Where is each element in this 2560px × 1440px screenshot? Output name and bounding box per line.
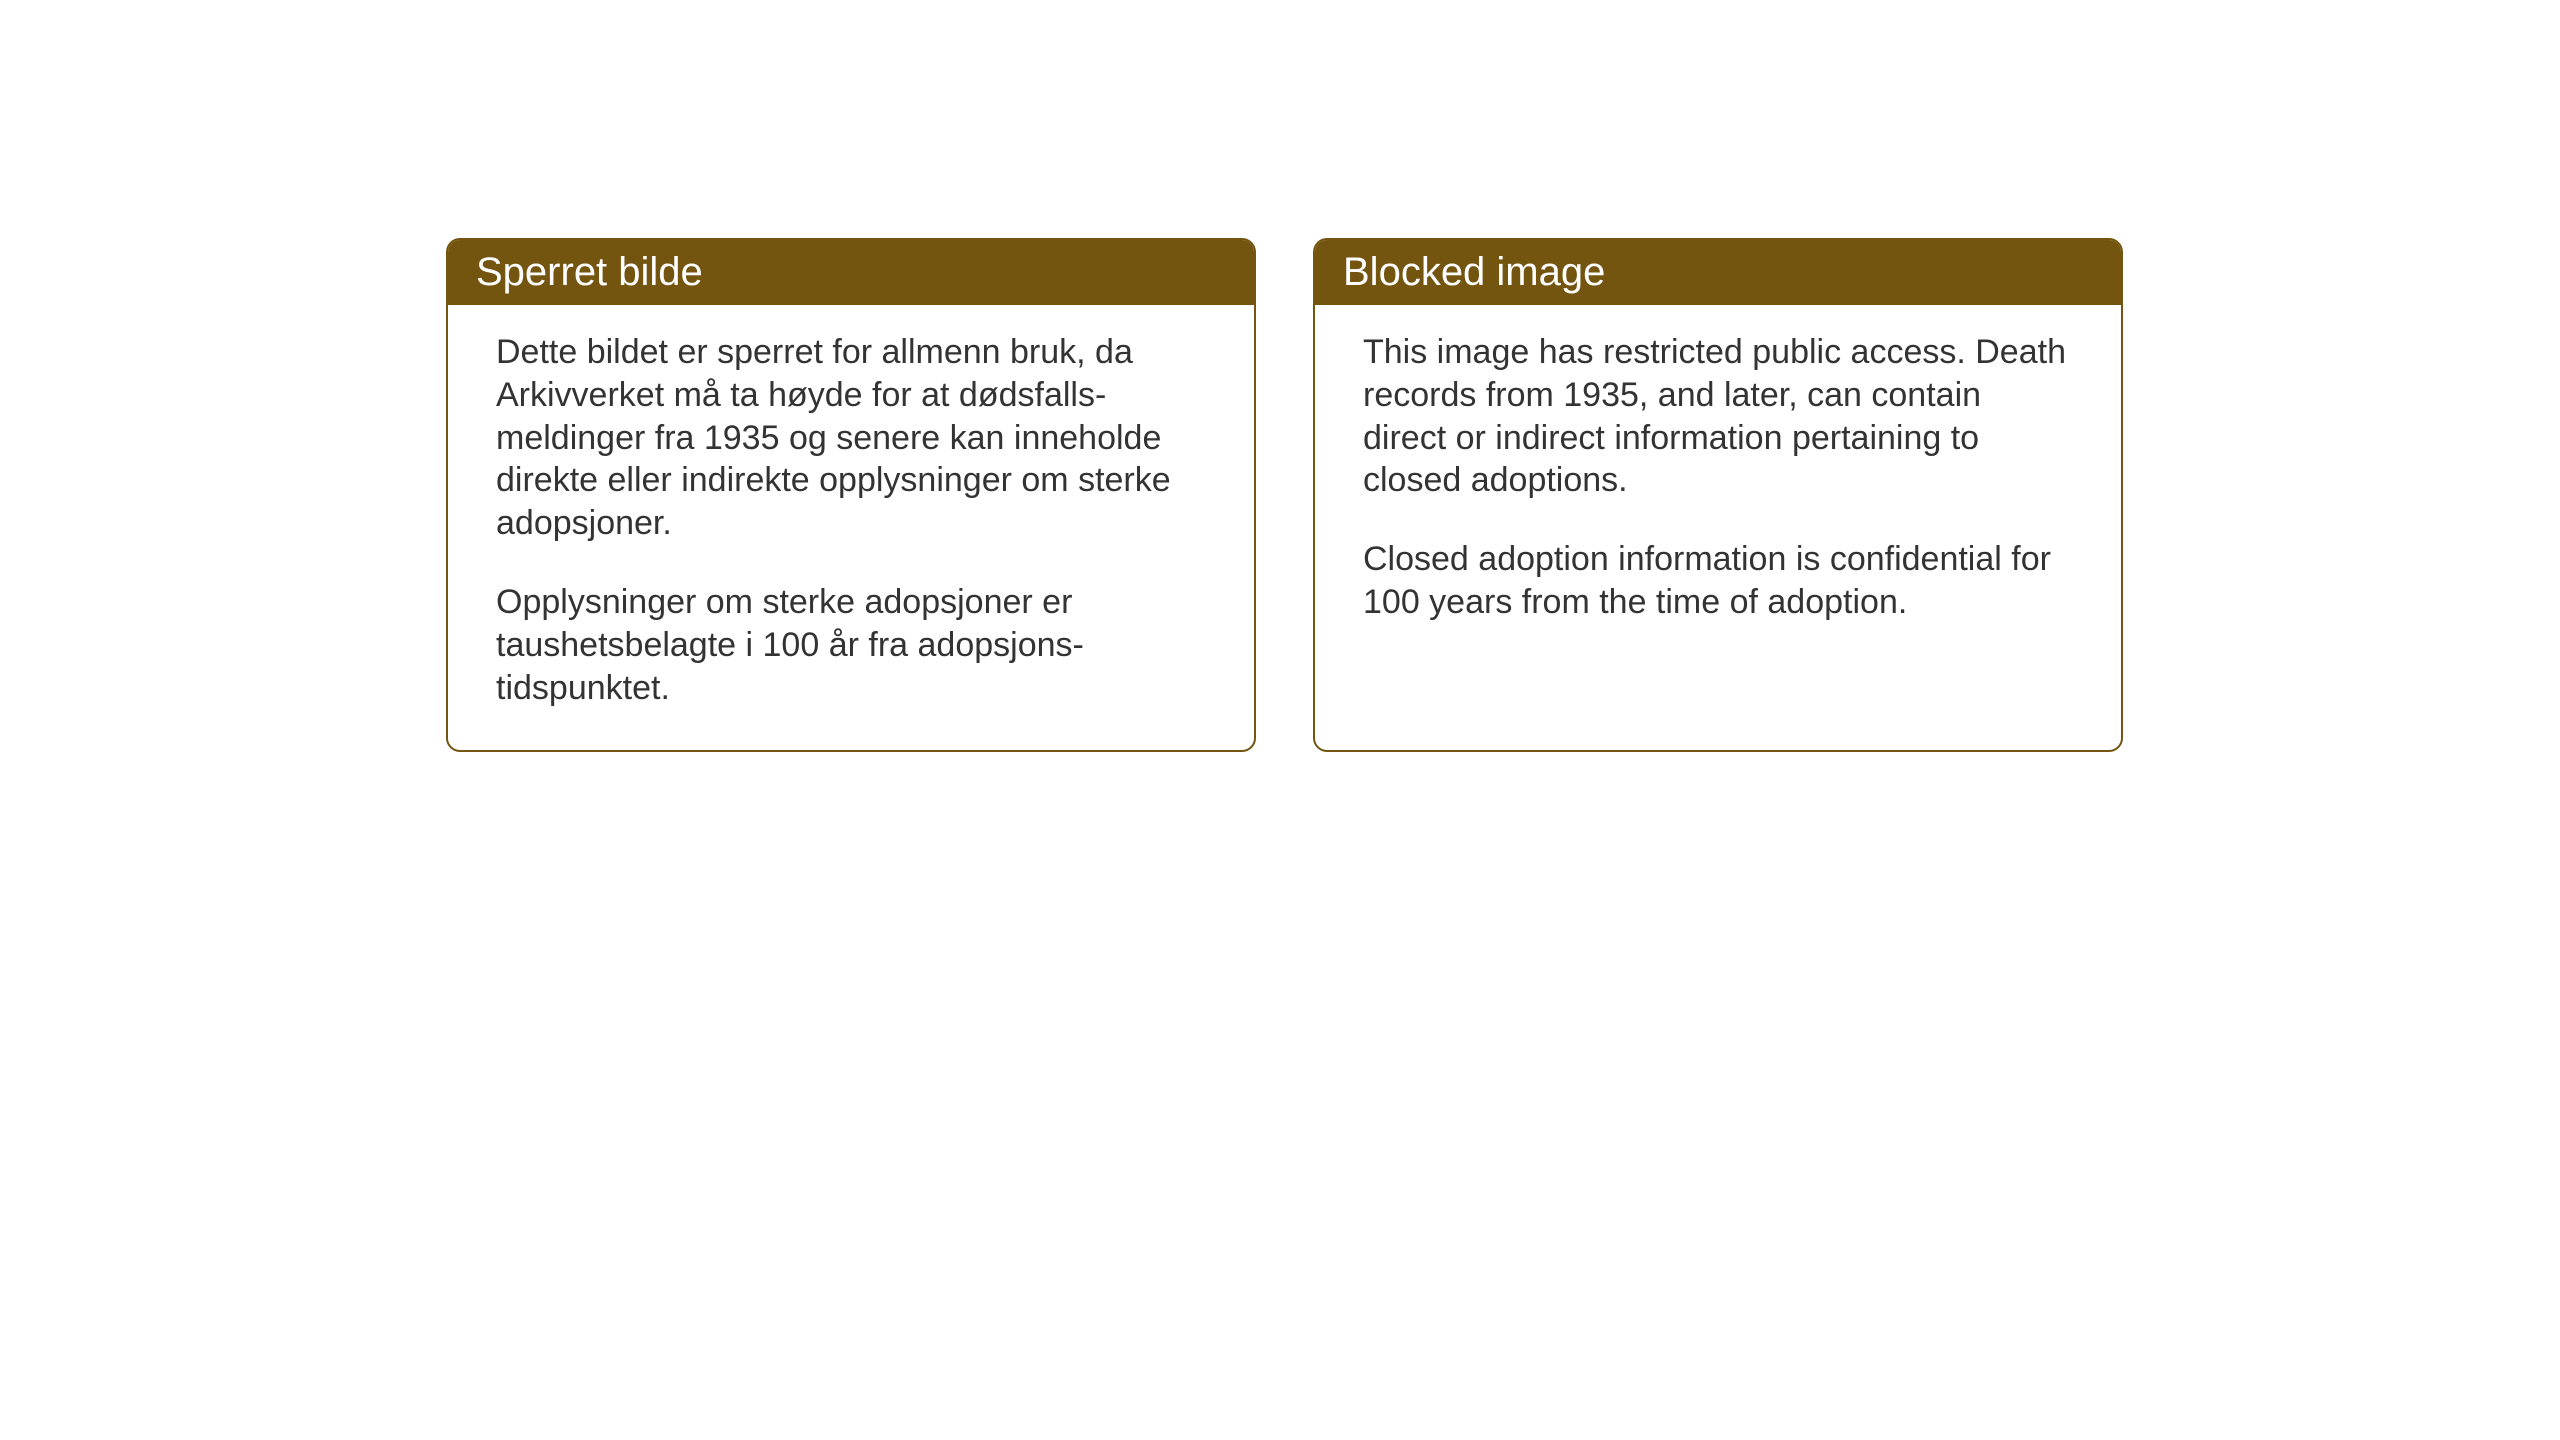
card-title-norwegian: Sperret bilde xyxy=(476,250,703,294)
notice-card-norwegian: Sperret bilde Dette bildet er sperret fo… xyxy=(446,238,1256,752)
card-paragraph2-english: Closed adoption information is confident… xyxy=(1363,538,2073,624)
card-paragraph1-english: This image has restricted public access.… xyxy=(1363,331,2073,502)
card-paragraph2-norwegian: Opplysninger om sterke adopsjoner er tau… xyxy=(496,581,1206,709)
notice-card-english: Blocked image This image has restricted … xyxy=(1313,238,2123,752)
notice-container: Sperret bilde Dette bildet er sperret fo… xyxy=(446,238,2123,752)
card-body-norwegian: Dette bildet er sperret for allmenn bruk… xyxy=(448,305,1254,750)
card-body-english: This image has restricted public access.… xyxy=(1315,305,2121,664)
card-header-english: Blocked image xyxy=(1315,240,2121,305)
card-paragraph1-norwegian: Dette bildet er sperret for allmenn bruk… xyxy=(496,331,1206,545)
card-title-english: Blocked image xyxy=(1343,250,1605,294)
card-header-norwegian: Sperret bilde xyxy=(448,240,1254,305)
